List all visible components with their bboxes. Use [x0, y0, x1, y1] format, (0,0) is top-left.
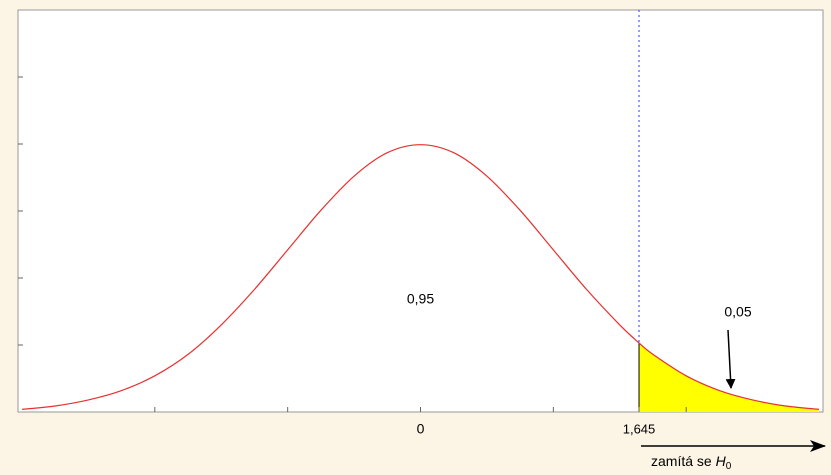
rejection-area: [639, 342, 820, 412]
plot: 0 1,645 0,95 0,05: [18, 10, 820, 437]
rejection-label: zamítá se H0: [651, 453, 732, 472]
rejection-symbol: H: [716, 453, 727, 469]
area-label: 0,95: [407, 291, 434, 307]
rejection-text: zamítá se: [651, 453, 716, 469]
rejection-subscript: 0: [726, 461, 732, 472]
x-tick-label: 1,645: [623, 421, 656, 436]
x-tick-label: 0: [417, 421, 425, 437]
plot-area: [17, 9, 824, 413]
area-pointer: [725, 329, 736, 389]
density-curve: [21, 144, 820, 410]
area-label: 0,05: [724, 304, 751, 320]
